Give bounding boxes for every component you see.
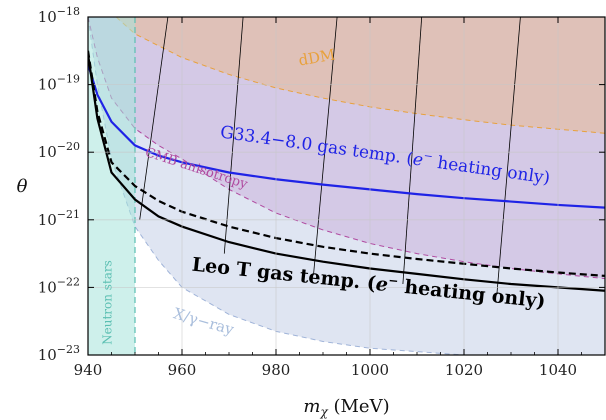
y-tick-label: 10−21: [38, 208, 80, 229]
y-tick-label: 10−20: [38, 140, 80, 161]
contour-line-3: [313, 17, 338, 274]
contour-line-2: [223, 17, 244, 254]
y-tick-label: 10−19: [38, 73, 80, 94]
axes-layer: [87, 16, 606, 356]
contour-line-1: [139, 17, 169, 220]
y-axis-title: θ: [17, 176, 28, 197]
region-ddm: [116, 17, 605, 134]
annotation-ns: Neutron stars: [101, 260, 115, 345]
y-tick-label: 10−18: [38, 5, 80, 26]
region-neutron-stars: [88, 17, 135, 355]
x-tick-label: 940: [74, 361, 103, 379]
contour-line-4: [402, 17, 423, 285]
plot-area: [88, 17, 605, 355]
x-tick-label: 960: [168, 361, 197, 379]
x-tick-label: 1020: [445, 361, 483, 379]
x-tick-label: 1040: [539, 361, 577, 379]
x-tick-label: 1000: [351, 361, 389, 379]
x-tick-label: 980: [262, 361, 291, 379]
contour-line-5: [496, 17, 521, 295]
y-tick-label: 10−23: [38, 343, 80, 364]
x-axis-title: mχ (MeV): [303, 396, 389, 419]
y-tick-label: 10−22: [38, 275, 80, 296]
